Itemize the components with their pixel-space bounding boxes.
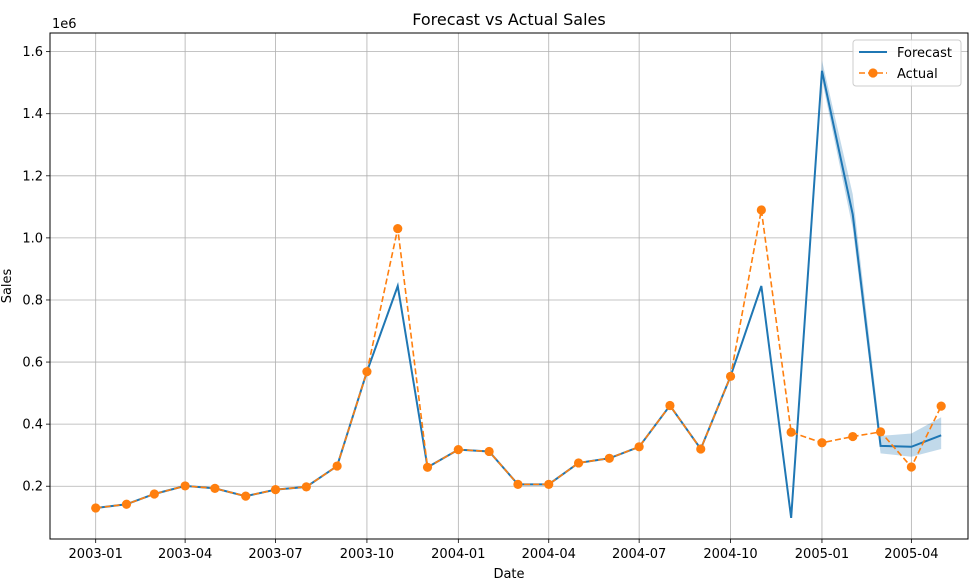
x-tick-label: 2003-01 xyxy=(69,547,123,562)
actual-point xyxy=(270,485,281,495)
forecast-band-area xyxy=(95,60,942,518)
actual-point xyxy=(149,489,159,499)
actual-point xyxy=(91,503,101,513)
y-tick-label: 0.2 xyxy=(22,480,43,495)
grid xyxy=(50,33,968,539)
x-tick-label: 2004-10 xyxy=(703,547,757,562)
actual-point xyxy=(301,482,311,492)
actual-point xyxy=(848,431,858,442)
actual-point xyxy=(906,462,916,472)
y-tick-label: 1.0 xyxy=(22,231,43,246)
x-tick-label: 2005-04 xyxy=(884,547,938,562)
actual-point xyxy=(756,205,766,215)
x-tick-label: 2004-07 xyxy=(612,547,666,562)
y-tick-label: 1.6 xyxy=(22,45,43,60)
legend-actual-label: Actual xyxy=(897,67,938,82)
legend: Forecast Actual xyxy=(852,39,962,87)
y-axis-label: Sales xyxy=(0,268,15,303)
x-tick-label: 2004-01 xyxy=(431,547,485,562)
x-tick-label: 2005-01 xyxy=(795,547,849,562)
actual-point xyxy=(786,427,796,437)
forecast-confidence-band xyxy=(95,60,942,518)
actual-point xyxy=(121,499,132,509)
y-axis-offset-label: 1e6 xyxy=(52,17,77,32)
legend-actual-marker xyxy=(868,68,878,78)
plot-frame xyxy=(49,32,969,540)
actual-point xyxy=(422,462,433,472)
actual-point xyxy=(604,453,614,463)
x-axis-ticks: 2003-01 2003-04 2003-07 2003-10 2004-01 2004-… xyxy=(69,539,939,562)
actual-point xyxy=(453,444,463,455)
actual-point xyxy=(513,479,523,489)
x-tick-label: 2003-10 xyxy=(340,547,394,562)
x-tick-label: 2004-04 xyxy=(522,547,576,562)
actual-point xyxy=(817,438,827,448)
x-axis-label: Date xyxy=(493,567,524,582)
actual-point xyxy=(875,427,886,437)
legend-forecast-label: Forecast xyxy=(897,46,952,61)
actual-point xyxy=(180,481,190,491)
chart-title: Forecast vs Actual Sales xyxy=(412,10,605,29)
actual-line xyxy=(95,209,942,509)
y-axis-ticks: 0.2 0.4 0.6 0.8 1.0 1.2 1.4 1.6 xyxy=(22,45,50,495)
x-tick-label: 2003-07 xyxy=(248,547,302,562)
forecast-line xyxy=(95,70,942,519)
actual-point xyxy=(634,442,644,452)
actual-point xyxy=(362,367,372,377)
y-tick-label: 1.4 xyxy=(22,107,43,122)
y-tick-label: 0.4 xyxy=(22,418,43,433)
actual-point xyxy=(665,400,675,411)
series-lines xyxy=(95,70,942,519)
actual-point xyxy=(696,444,706,454)
x-tick-label: 2003-04 xyxy=(158,547,212,562)
actual-point xyxy=(332,461,342,471)
actual-point xyxy=(393,223,403,234)
actual-point xyxy=(936,401,946,411)
actual-point xyxy=(725,371,736,381)
y-tick-label: 1.2 xyxy=(22,169,43,184)
actual-point xyxy=(484,446,494,457)
actual-markers xyxy=(91,205,946,513)
y-tick-label: 0.8 xyxy=(22,293,43,308)
y-tick-label: 0.6 xyxy=(22,356,43,371)
actual-point xyxy=(573,458,584,468)
actual-point xyxy=(210,483,220,493)
actual-point xyxy=(241,491,251,501)
actual-point xyxy=(544,479,554,489)
